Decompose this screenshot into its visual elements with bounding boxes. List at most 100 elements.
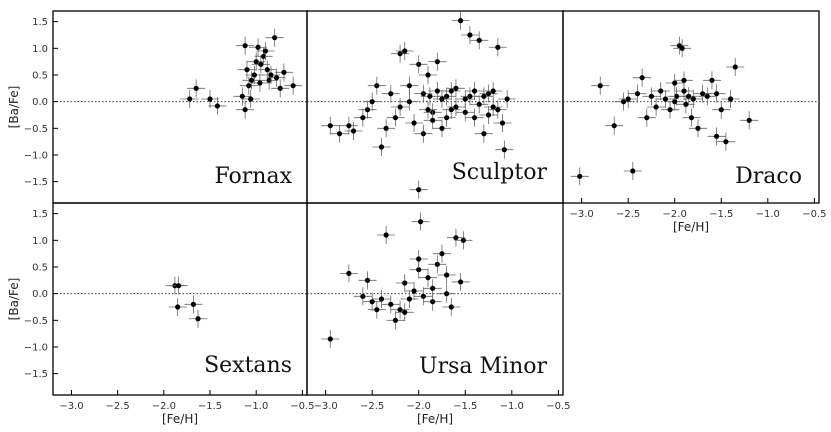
data-point bbox=[247, 52, 266, 71]
x-tick-label: −2.0 bbox=[152, 401, 176, 412]
data-marker bbox=[425, 107, 431, 113]
data-marker bbox=[336, 131, 343, 137]
data-marker bbox=[439, 125, 445, 131]
data-point bbox=[688, 119, 707, 138]
data-point bbox=[414, 124, 433, 143]
data-point bbox=[372, 290, 391, 308]
data-marker bbox=[420, 131, 426, 137]
data-point bbox=[395, 303, 414, 322]
data-point bbox=[381, 84, 400, 103]
data-marker bbox=[360, 115, 366, 121]
x-tick-label: −2.0 bbox=[407, 401, 431, 412]
data-marker bbox=[658, 88, 664, 94]
data-marker bbox=[439, 96, 445, 102]
data-marker bbox=[346, 123, 352, 129]
data-point bbox=[411, 212, 430, 231]
data-point bbox=[353, 108, 372, 127]
data-marker bbox=[490, 104, 496, 110]
data-marker bbox=[444, 272, 450, 278]
data-marker bbox=[458, 18, 464, 24]
data-point bbox=[236, 100, 255, 119]
data-marker bbox=[700, 91, 706, 97]
data-point bbox=[437, 87, 456, 106]
data-point bbox=[437, 284, 456, 303]
data-marker bbox=[690, 96, 696, 102]
data-point bbox=[409, 180, 428, 199]
x-tick-label: −1.5 bbox=[198, 401, 222, 412]
data-marker bbox=[268, 72, 274, 78]
data-point bbox=[372, 138, 391, 156]
data-point bbox=[251, 55, 270, 74]
data-point bbox=[321, 116, 340, 135]
x-tick-label: −2.5 bbox=[616, 209, 640, 220]
data-marker bbox=[246, 83, 252, 89]
data-point bbox=[623, 162, 642, 180]
data-point bbox=[451, 272, 470, 291]
data-marker bbox=[611, 123, 617, 129]
data-point bbox=[642, 87, 661, 106]
data-marker bbox=[242, 43, 248, 49]
x-tick-label: −2.5 bbox=[106, 401, 130, 412]
data-marker bbox=[411, 120, 417, 126]
panel-sextans: −1.5 −1.0 −0.5 0.0 0.5 1.0 1.5 −3.0 −2.5 −2.0 −1.5… bbox=[7, 202, 315, 426]
data-point bbox=[702, 71, 721, 90]
y-tick-label: −1.5 bbox=[24, 177, 48, 188]
data-marker bbox=[406, 99, 412, 105]
y-tick-label: 1.5 bbox=[32, 17, 48, 28]
data-point bbox=[405, 114, 424, 132]
data-marker bbox=[718, 107, 724, 113]
data-point bbox=[265, 28, 284, 47]
data-point bbox=[460, 26, 479, 44]
data-marker bbox=[686, 93, 692, 99]
data-point bbox=[208, 96, 227, 115]
data-marker bbox=[253, 59, 259, 65]
y-tick-label: 0.5 bbox=[32, 263, 48, 274]
data-marker bbox=[364, 107, 371, 113]
data-point bbox=[353, 287, 372, 306]
data-marker bbox=[195, 316, 201, 322]
data-point bbox=[180, 90, 199, 108]
y-tick-label: −0.5 bbox=[24, 124, 48, 135]
x-tick-label: −3.0 bbox=[59, 401, 83, 412]
data-point bbox=[414, 84, 433, 103]
data-marker bbox=[481, 131, 487, 137]
data-point bbox=[377, 226, 396, 244]
data-point bbox=[665, 74, 684, 92]
data-marker bbox=[327, 123, 333, 129]
data-marker bbox=[723, 139, 729, 145]
data-marker bbox=[453, 104, 459, 110]
data-point bbox=[432, 90, 451, 108]
data-point bbox=[614, 92, 633, 111]
data-point bbox=[249, 38, 268, 57]
data-point bbox=[428, 82, 447, 100]
data-point bbox=[391, 44, 410, 63]
data-point bbox=[245, 66, 264, 84]
data-point bbox=[637, 108, 656, 127]
data-marker bbox=[430, 117, 436, 123]
data-marker bbox=[620, 99, 627, 105]
data-point bbox=[661, 100, 680, 119]
data-point bbox=[260, 71, 279, 90]
data-point bbox=[428, 255, 447, 274]
x-tick-label: −2.0 bbox=[663, 209, 687, 220]
data-point bbox=[493, 114, 512, 132]
x-tick-label: −1.5 bbox=[453, 401, 477, 412]
panel-frame bbox=[562, 10, 820, 204]
data-point bbox=[189, 309, 208, 328]
data-point bbox=[726, 58, 745, 76]
x-tick-label: −2.5 bbox=[360, 401, 384, 412]
data-point bbox=[673, 39, 692, 58]
data-marker bbox=[714, 133, 720, 139]
data-marker bbox=[458, 279, 464, 285]
data-marker bbox=[672, 80, 678, 86]
data-marker bbox=[402, 280, 408, 286]
data-marker bbox=[264, 67, 270, 73]
data-marker bbox=[239, 93, 245, 99]
data-point bbox=[651, 82, 670, 100]
x-tick-label: −3.0 bbox=[569, 209, 593, 220]
galaxy-name-label: Draco bbox=[735, 164, 802, 189]
data-point bbox=[465, 82, 484, 100]
data-point bbox=[479, 84, 498, 103]
data-point bbox=[419, 100, 438, 119]
data-marker bbox=[417, 219, 424, 225]
